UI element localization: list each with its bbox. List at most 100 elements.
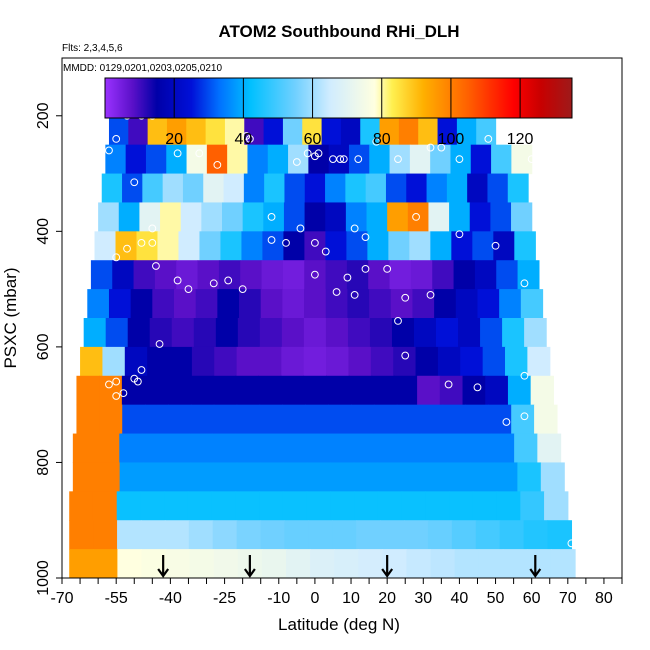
heatmap-cell bbox=[430, 549, 456, 578]
heatmap-cell bbox=[142, 433, 167, 464]
observation-point bbox=[473, 383, 482, 392]
heatmap-cell bbox=[493, 231, 515, 261]
x-tick-label: -55 bbox=[105, 590, 128, 607]
heatmap-cell bbox=[511, 144, 533, 175]
heatmap-cell bbox=[72, 462, 97, 492]
heatmap-cell bbox=[360, 115, 381, 146]
heatmap-cell bbox=[140, 520, 166, 550]
heatmap-cell bbox=[325, 318, 349, 348]
heatmap-cell bbox=[235, 375, 259, 406]
observation-point bbox=[292, 158, 301, 166]
heatmap-cell bbox=[407, 202, 430, 232]
heatmap-cell bbox=[475, 520, 501, 550]
observation-point bbox=[112, 253, 121, 262]
heatmap-cell bbox=[80, 346, 104, 377]
heatmap-cell bbox=[92, 491, 118, 521]
heatmap-cell bbox=[186, 115, 207, 146]
heatmap-cell bbox=[283, 202, 306, 232]
observation-point bbox=[314, 149, 323, 158]
heatmap-cell bbox=[122, 173, 143, 204]
heatmap-cell bbox=[199, 231, 222, 261]
heatmap-cell bbox=[534, 404, 558, 435]
heatmap-cell bbox=[409, 231, 431, 261]
heatmap-cell bbox=[263, 115, 284, 146]
heatmap-cell bbox=[306, 462, 331, 492]
heatmap-cell bbox=[76, 404, 100, 435]
observation-point bbox=[267, 212, 276, 221]
heatmap-cell bbox=[496, 491, 521, 521]
heatmap-cell bbox=[544, 491, 569, 521]
colorbar-tick-label: 120 bbox=[507, 131, 534, 148]
heatmap-cell bbox=[302, 115, 323, 146]
observation-point bbox=[282, 238, 290, 247]
heatmap-cell bbox=[310, 549, 335, 578]
heatmap-cell bbox=[125, 144, 147, 175]
heatmap-cell bbox=[283, 462, 308, 492]
heatmap-cell bbox=[480, 318, 503, 348]
heatmap-cell bbox=[165, 433, 190, 464]
heatmap-cell bbox=[96, 462, 121, 492]
heatmap-cell bbox=[154, 260, 177, 290]
heatmap-cell bbox=[527, 346, 551, 377]
heatmap-cell bbox=[321, 115, 342, 146]
heatmap-cell bbox=[236, 462, 261, 492]
heatmap-cell bbox=[400, 462, 425, 492]
heatmap-cell bbox=[259, 404, 283, 435]
observation-point bbox=[123, 244, 131, 253]
observation-point bbox=[455, 230, 464, 239]
heatmap-cell bbox=[213, 549, 239, 578]
heatmap-cell bbox=[166, 144, 188, 175]
heatmap-cell bbox=[258, 375, 282, 406]
chart-title: ATOM2 Southbound RHi_DLH bbox=[218, 22, 459, 41]
heatmap-cell bbox=[261, 260, 284, 290]
heatmap-cell bbox=[526, 549, 552, 578]
observation-point bbox=[437, 143, 446, 152]
heatmap-cell bbox=[243, 173, 265, 204]
heatmap-cell bbox=[190, 404, 215, 435]
observation-point bbox=[361, 264, 370, 273]
heatmap-cell bbox=[396, 404, 421, 435]
heatmap-cell bbox=[412, 289, 435, 319]
heatmap-cell bbox=[499, 520, 525, 550]
heatmap-cell bbox=[118, 202, 141, 232]
heatmap-cell bbox=[507, 173, 529, 204]
heatmap-cell bbox=[206, 144, 228, 175]
heatmap-cell bbox=[282, 260, 305, 290]
heatmap-cell bbox=[478, 549, 504, 578]
observation-point bbox=[372, 137, 381, 146]
heatmap-cell bbox=[455, 289, 479, 319]
heatmap-cell bbox=[237, 318, 261, 348]
heatmap-cell bbox=[373, 404, 398, 435]
heatmap-cell bbox=[472, 231, 494, 261]
heatmap-cell bbox=[394, 375, 418, 406]
observation-point bbox=[133, 377, 142, 386]
heatmap-cell bbox=[166, 462, 191, 492]
heatmap-cell bbox=[121, 375, 146, 406]
heatmap-cell bbox=[195, 289, 218, 319]
observation-point bbox=[361, 233, 370, 242]
observation-point bbox=[209, 279, 218, 288]
heatmap-cell bbox=[523, 520, 549, 550]
observation-point bbox=[520, 279, 529, 288]
heatmap-cell bbox=[93, 549, 118, 578]
x-tick-label: -70 bbox=[50, 590, 73, 607]
heatmap-cell bbox=[444, 433, 469, 464]
heatmap-cell bbox=[377, 491, 403, 521]
heatmap-cell bbox=[186, 144, 208, 175]
observation-point bbox=[112, 377, 121, 386]
heatmap-cell bbox=[449, 202, 471, 232]
heatmap-cell bbox=[304, 260, 327, 290]
observation-point bbox=[350, 224, 359, 233]
heatmap-cell bbox=[353, 462, 378, 492]
observation-point bbox=[137, 366, 146, 374]
heatmap-cell bbox=[139, 202, 161, 232]
observation-point bbox=[130, 178, 139, 187]
y-tick-label: 1000 bbox=[35, 560, 52, 596]
heatmap-cell bbox=[328, 144, 350, 175]
observation-point bbox=[112, 392, 121, 400]
arrow-marker bbox=[243, 555, 256, 578]
x-tick-label: 70 bbox=[559, 590, 577, 607]
heatmap-cell bbox=[217, 289, 240, 319]
heatmap-cell bbox=[128, 115, 149, 146]
observation-point bbox=[155, 340, 164, 348]
